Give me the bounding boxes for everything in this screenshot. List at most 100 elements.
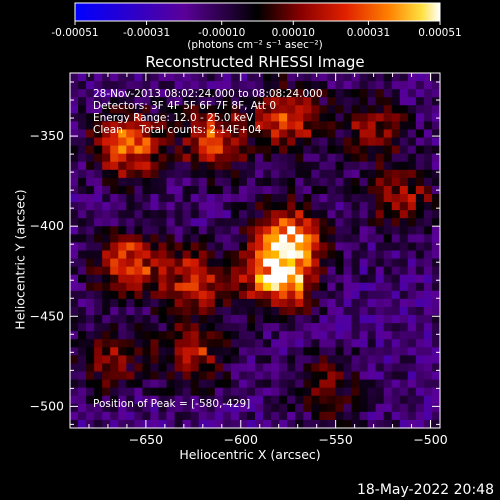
heatmap-cell [303,234,312,244]
heatmap-cell [319,282,328,292]
heatmap-cell [287,347,296,356]
heatmap-cell [190,403,200,413]
heatmap-cell [110,137,119,147]
heatmap-cell [142,226,152,235]
heatmap-cell [190,395,200,405]
heatmap-cell [271,290,280,300]
heatmap-cell [134,298,143,308]
heatmap-cell [222,355,232,365]
heatmap-cell [86,298,95,308]
heatmap-cell [295,315,304,324]
heatmap-cell [166,403,176,413]
heatmap-cell [230,97,240,106]
heatmap-cell [158,274,168,284]
heatmap-cell [383,274,393,284]
heatmap-cell [110,89,119,98]
heatmap-cell [94,298,103,308]
heatmap-cell [142,218,152,227]
heatmap-cell [255,274,264,284]
heatmap-cell [375,105,385,114]
heatmap-cell [351,331,361,340]
heatmap-cell [351,153,361,163]
heatmap-cell [375,129,385,139]
heatmap-cell [431,73,441,82]
heatmap-cell [86,234,95,244]
heatmap-cell [271,387,280,397]
heatmap-cell [190,194,200,203]
heatmap-cell [335,387,345,397]
heatmap-cell [255,129,264,139]
heatmap-cell [431,97,441,106]
heatmap-cell [70,403,79,413]
heatmap-cell [303,387,312,397]
heatmap-cell [102,323,111,332]
heatmap-cell [319,89,328,98]
heatmap-cell [86,282,95,292]
heatmap-cell [295,371,304,381]
heatmap-cell [415,218,425,227]
heatmap-cell [351,97,361,106]
heatmap-cell [134,218,143,227]
heatmap-cell [230,258,240,268]
heatmap-cell [431,258,441,268]
heatmap-cell [230,306,240,316]
heatmap-cell [287,315,296,324]
heatmap-cell [271,226,280,235]
heatmap-cell [150,226,160,235]
heatmap-cell [182,194,192,203]
heatmap-cell [255,153,264,163]
heatmap-cell [78,137,87,147]
heatmap-cell [190,266,200,276]
heatmap-cell [206,129,216,139]
heatmap-cell [86,258,95,268]
heatmap-cell [423,218,433,227]
heatmap-cell [263,306,272,316]
heatmap-cell [214,145,224,155]
heatmap-cell [319,177,328,187]
heatmap-cell [102,145,111,155]
heatmap-cell [142,282,152,292]
heatmap-cell [190,89,200,98]
heatmap-cell [359,89,369,98]
heatmap-cell [367,218,377,227]
heatmap-cell [78,395,87,405]
heatmap-cell [359,185,369,195]
heatmap-cell [399,339,409,348]
heatmap-cell [367,153,377,163]
heatmap-cell [311,97,320,106]
heatmap-cell [303,73,312,82]
heatmap-cell [78,121,87,131]
heatmap-cell [295,331,304,340]
heatmap-cell [279,113,288,123]
heatmap-cell [214,371,224,381]
heatmap-cell [383,169,393,179]
heatmap-cell [118,379,127,389]
heatmap-cell [134,331,143,340]
heatmap-cell [246,169,256,179]
heatmap-cell [102,274,111,284]
heatmap-cell [78,218,87,227]
heatmap-cell [359,298,369,308]
heatmap-cell [118,73,127,82]
heatmap-cell [78,274,87,284]
heatmap-cell [190,331,200,340]
heatmap-cell [423,363,433,373]
heatmap-cell [94,323,103,332]
heatmap-cell [238,347,248,356]
heatmap-cell [110,194,119,203]
heatmap-cell [351,323,361,332]
y-tick-label: −450 [30,308,64,323]
heatmap-cell [166,210,176,219]
heatmap-cell [174,153,184,163]
heatmap-cell [423,153,433,163]
heatmap-cell [110,97,119,106]
heatmap-cell [182,355,192,365]
heatmap-cell [327,202,337,211]
heatmap-cell [311,339,320,348]
heatmap-cell [399,129,409,139]
heatmap-cell [343,323,353,332]
heatmap-cell [78,97,87,106]
heatmap-cell [118,185,127,195]
heatmap-cell [94,331,103,340]
heatmap-cell [230,419,240,429]
